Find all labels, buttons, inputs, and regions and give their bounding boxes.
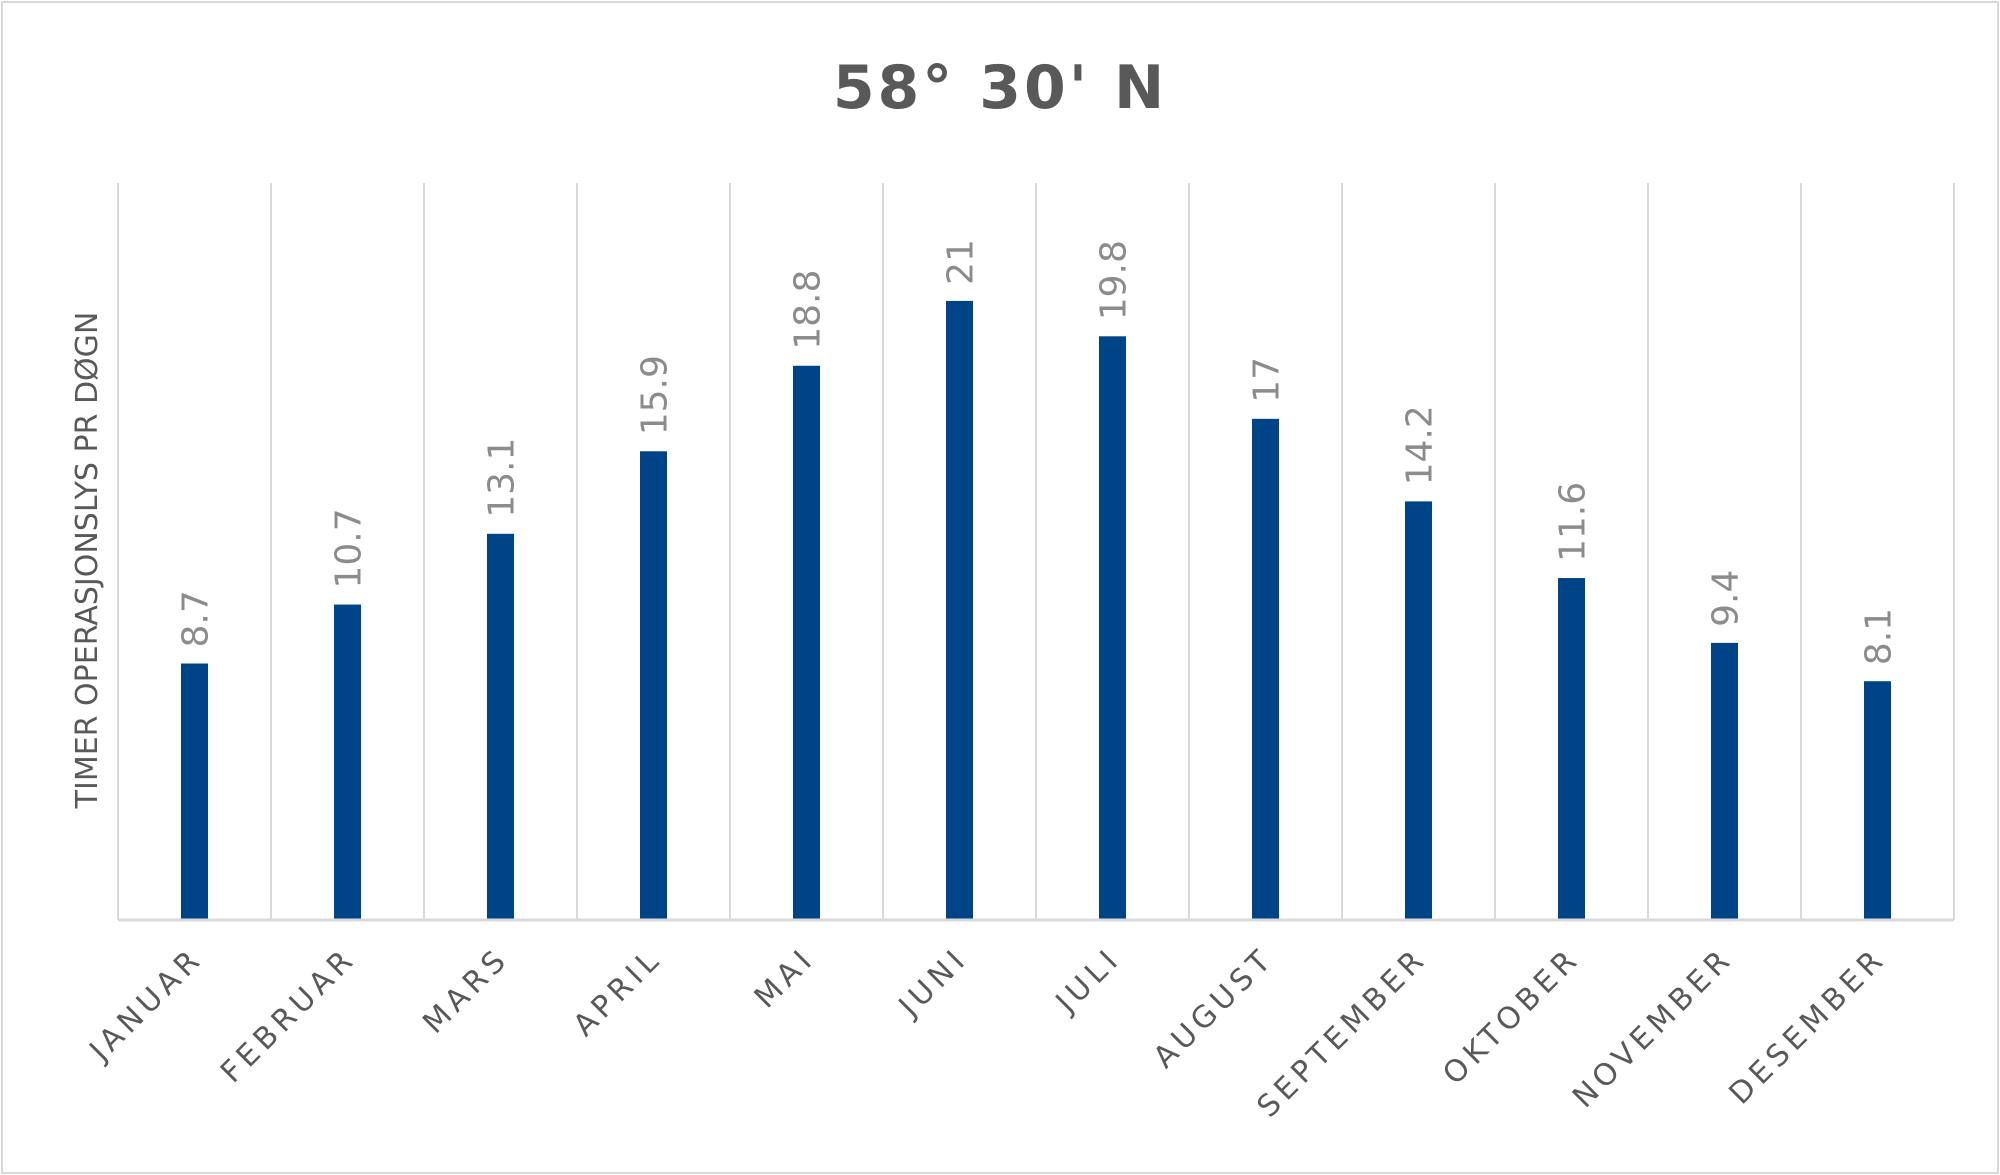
bar-desember <box>1864 681 1891 920</box>
gridlines <box>117 183 1955 920</box>
x-tick-label-februar: FEBRUAR <box>214 941 363 1090</box>
data-label-oktober: 11.6 <box>1553 482 1594 562</box>
data-label-desember: 8.1 <box>1859 608 1900 665</box>
bar-juni <box>946 300 973 920</box>
x-tick-label-januar: JANUAR <box>82 941 210 1069</box>
data-label-januar: 8.7 <box>176 590 217 647</box>
bar-chart: 58° 30' N TIMER OPERASJONSLYS PR DØGN 8.… <box>70 53 1955 1125</box>
data-label-april: 15.9 <box>635 355 676 435</box>
x-tick-label-oktober: OKTOBER <box>1436 941 1587 1092</box>
x-tick-labels: JANUAR FEBRUAR MARS APRIL MAI JUNI JULI AUGUSTS… <box>82 941 1893 1125</box>
x-tick-label-mai: MAI <box>748 941 822 1015</box>
bar-september <box>1405 501 1432 920</box>
bar-april <box>640 451 667 920</box>
data-label-mai: 18.8 <box>788 270 829 350</box>
data-label-mars: 13.1 <box>482 438 523 518</box>
x-tick-label-mars: MARS <box>416 941 516 1041</box>
bar-mai <box>793 365 820 920</box>
bar-oktober <box>1558 578 1585 920</box>
data-label-september: 14.2 <box>1400 405 1441 485</box>
data-label-november: 9.4 <box>1706 570 1747 627</box>
x-tick-label-juni: JUNI <box>891 941 975 1025</box>
chart-title: 58° 30' N <box>833 53 1167 123</box>
data-label-februar: 10.7 <box>329 508 370 588</box>
bar-juli <box>1099 336 1126 920</box>
data-labels: 8.7 10.7 13.1 15.9 18.8 21 19.8 17 14.2 11.6 9.4 8.… <box>176 239 1900 665</box>
bar-februar <box>334 604 361 920</box>
x-tick-label-november: NOVEMBER <box>1566 941 1740 1115</box>
x-tick-label-desember: DESEMBER <box>1723 941 1894 1112</box>
data-label-juli: 19.8 <box>1094 240 1135 320</box>
bar-november <box>1711 642 1738 920</box>
bar-mars <box>487 533 514 920</box>
bar-januar <box>181 663 208 920</box>
y-axis-label: TIMER OPERASJONSLYS PR DØGN <box>70 312 105 810</box>
bars <box>181 300 1891 920</box>
data-label-august: 17 <box>1247 357 1288 403</box>
x-tick-label-juli: JULI <box>1048 941 1128 1021</box>
x-tick-label-august: AUGUST <box>1147 941 1281 1075</box>
x-tick-label-april: APRIL <box>567 941 670 1044</box>
bar-august <box>1252 418 1279 920</box>
data-label-juni: 21 <box>941 239 982 285</box>
